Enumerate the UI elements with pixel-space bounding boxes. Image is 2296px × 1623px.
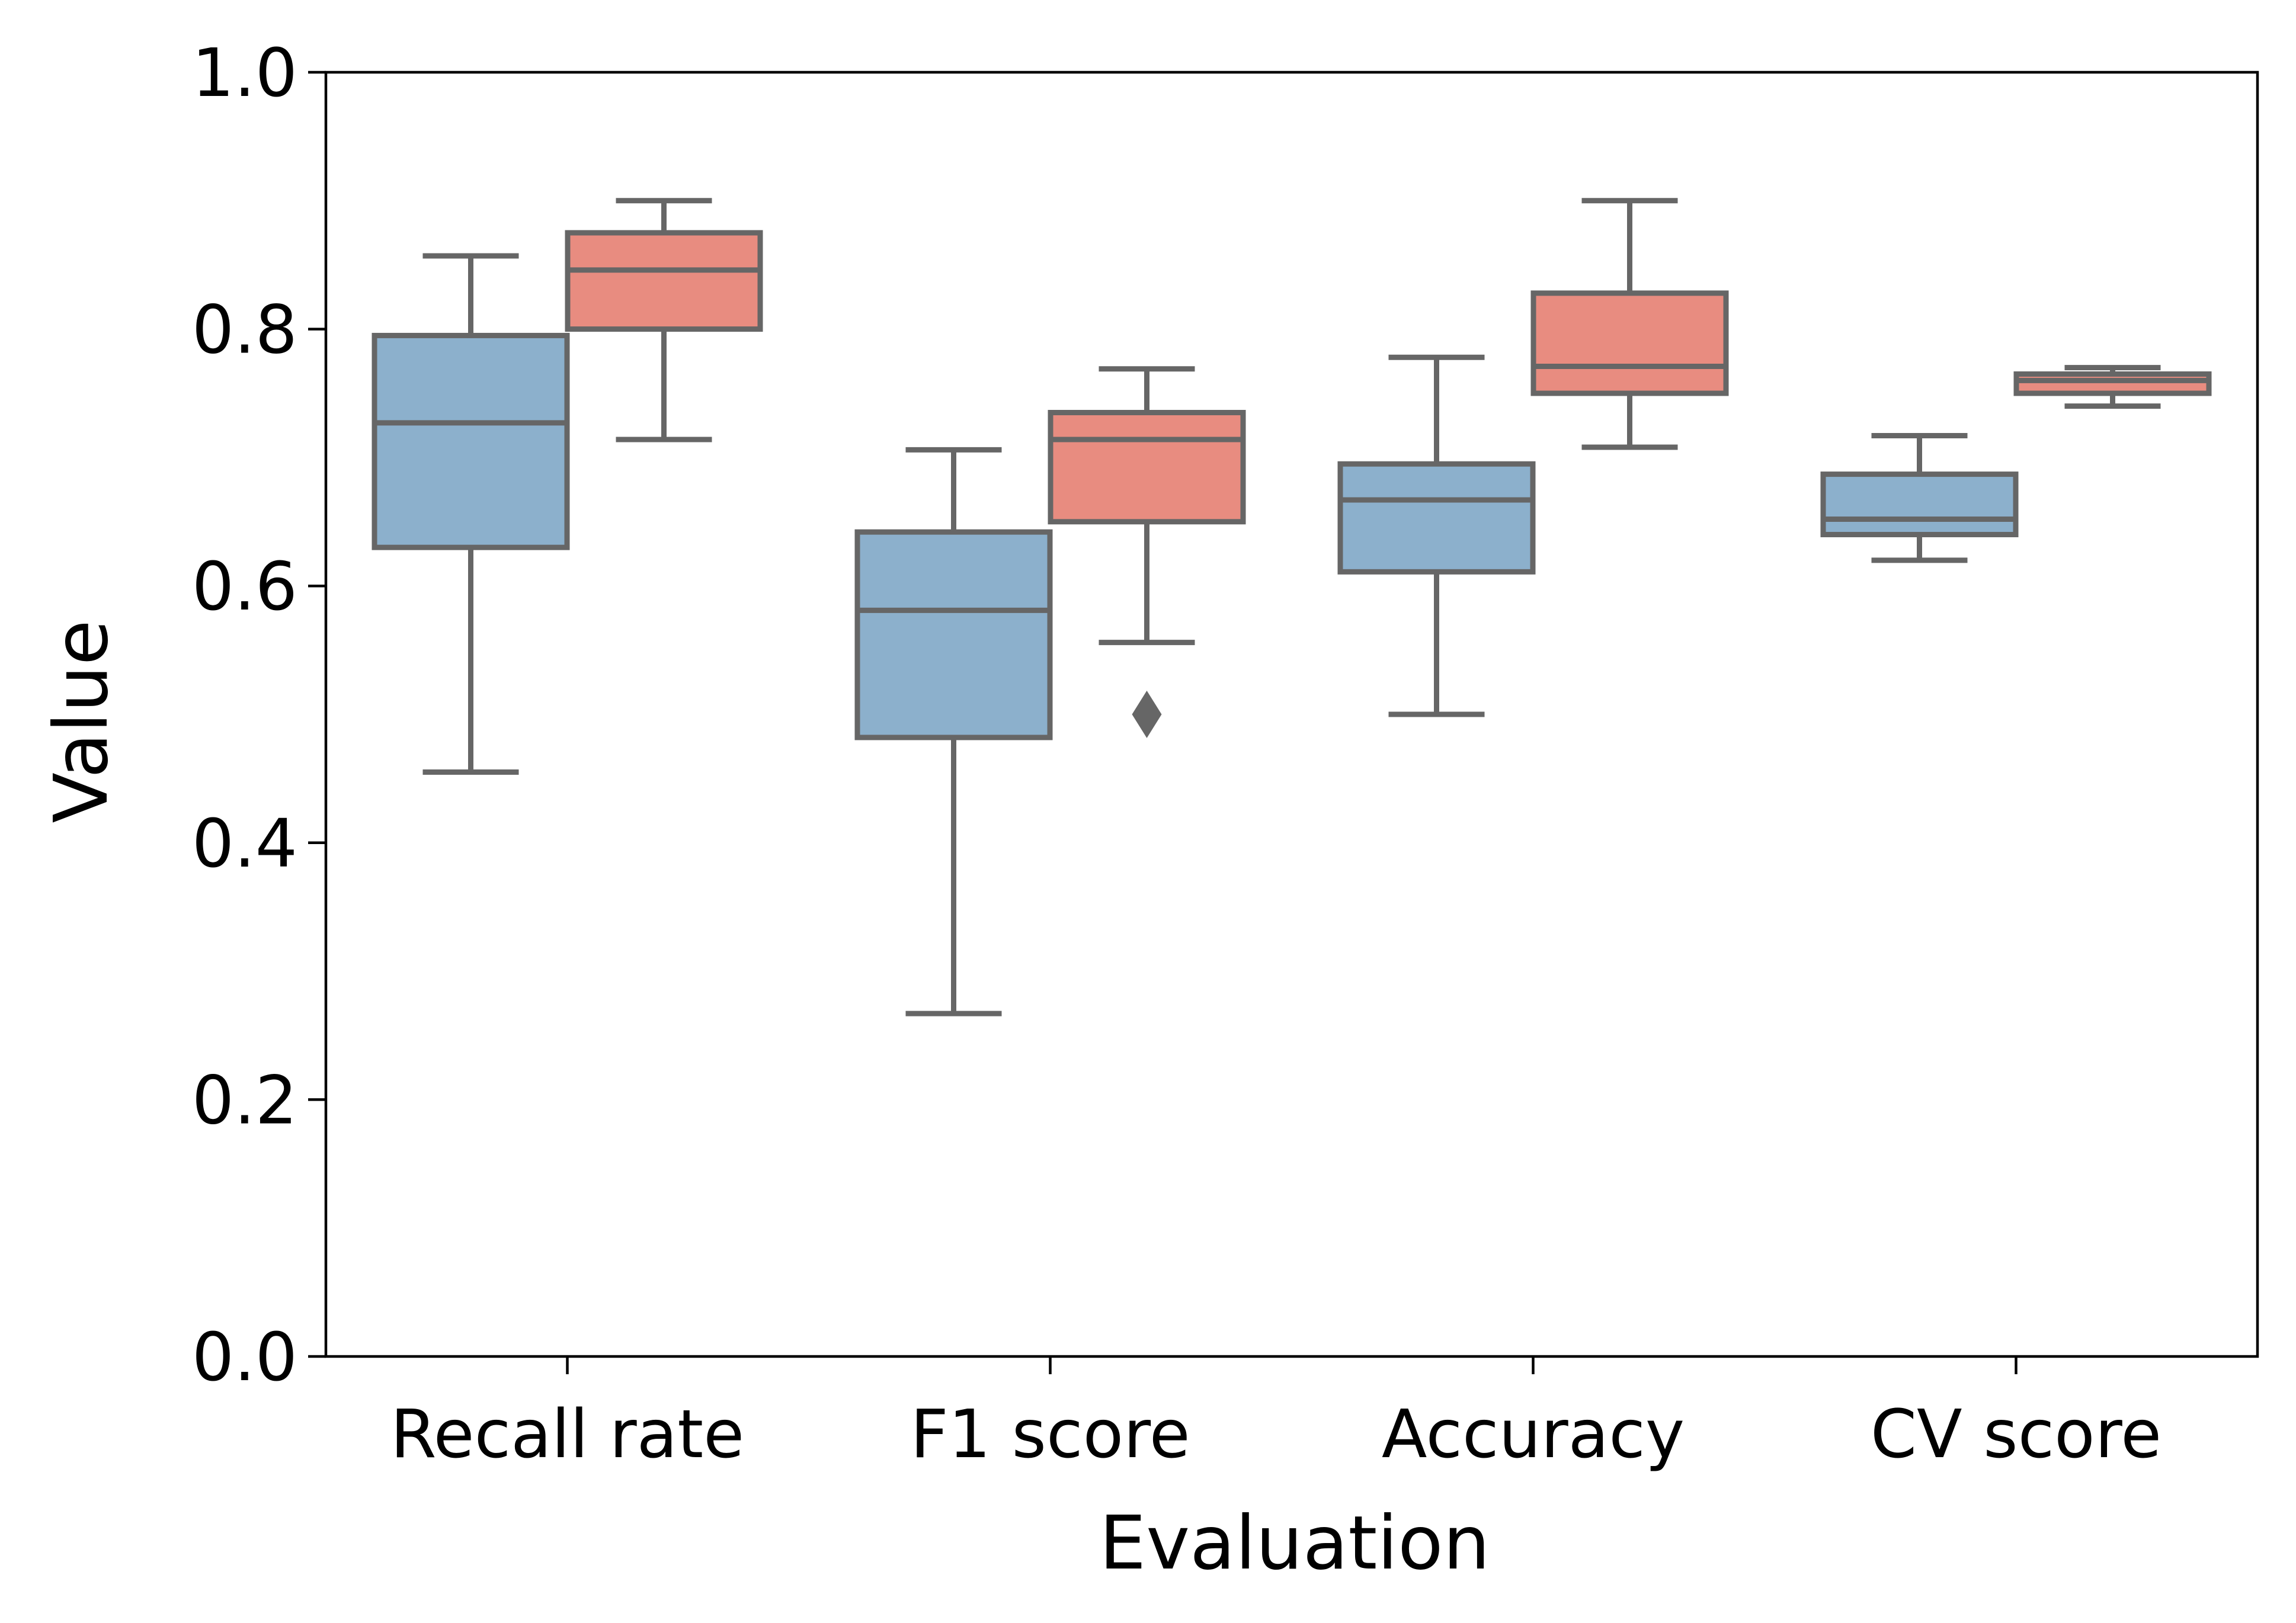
x-tick-label: F1 score <box>910 1396 1190 1473</box>
box-iqr <box>1048 410 1246 525</box>
box-group-1-1 <box>1048 366 1246 738</box>
box-group-1-2 <box>1530 198 1729 450</box>
box-iqr <box>2013 371 2212 396</box>
box-group-1-3 <box>2013 365 2212 409</box>
box-iqr <box>565 230 763 332</box>
plot-frame <box>324 70 2259 1358</box>
box-iqr <box>372 332 570 550</box>
outlier-point <box>1132 691 1162 738</box>
y-tick-label: 0.0 <box>192 1319 297 1396</box>
y-tick-label: 0.4 <box>192 806 297 883</box>
boxes-layer <box>372 198 2212 1016</box>
box-group-0-1 <box>854 447 1053 1016</box>
x-axis-label: Evaluation <box>1099 1500 1490 1586</box>
x-tick-label: Accuracy <box>1382 1396 1685 1473</box>
y-axis-label: Value <box>39 620 124 823</box>
box-iqr <box>854 529 1053 740</box>
x-tick-label: Recall rate <box>390 1396 744 1473</box>
y-tick-label: 0.6 <box>192 549 297 626</box>
y-tick-label: 0.8 <box>192 292 297 369</box>
box-group-1-0 <box>565 198 763 442</box>
box-iqr <box>1337 461 1536 575</box>
x-tick-label: CV score <box>1871 1396 2161 1473</box>
y-axis: 0.0 0.2 0.4 0.6 0.8 1.0 <box>192 35 326 1396</box>
x-axis: Recall rate F1 score Accuracy CV score <box>390 1356 2161 1473</box>
box-group-0-3 <box>1820 433 2019 563</box>
box-iqr <box>1820 471 2019 537</box>
box-iqr <box>1530 290 1729 396</box>
plot-border <box>324 70 2259 1358</box>
box-group-0-2 <box>1337 354 1536 717</box>
y-tick-label: 0.2 <box>192 1062 297 1139</box>
y-tick-label: 1.0 <box>192 35 297 112</box>
box-group-0-0 <box>372 253 570 775</box>
